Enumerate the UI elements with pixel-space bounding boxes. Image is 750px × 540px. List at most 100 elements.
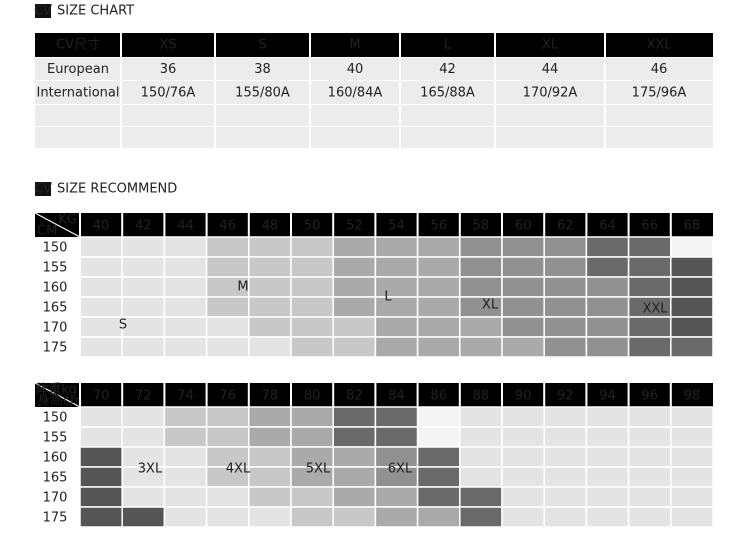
- cell: [585, 466, 630, 488]
- corner-top: 体重kg: [35, 382, 77, 398]
- cell: [543, 276, 588, 298]
- cell: [670, 466, 714, 488]
- cell: [670, 486, 714, 508]
- header-cell: XL: [542, 38, 559, 53]
- header-cell: XS: [159, 38, 176, 53]
- cell: [163, 506, 208, 528]
- cell: [585, 406, 630, 428]
- cell: [670, 296, 714, 318]
- cell: [459, 406, 503, 428]
- cell: [332, 426, 377, 448]
- cell: [374, 316, 419, 338]
- cell: [332, 316, 377, 338]
- header-cell: XXL: [646, 38, 672, 53]
- cell: [416, 506, 461, 528]
- row-bg: [35, 58, 713, 80]
- weight: 60: [515, 219, 532, 234]
- cell: [585, 296, 630, 318]
- cell: [79, 466, 123, 488]
- weight: 62: [557, 219, 574, 234]
- corner-bottom: CM: [37, 224, 57, 239]
- cell: [416, 426, 461, 448]
- cell: [248, 296, 292, 318]
- cell: [332, 466, 377, 488]
- badge-text: CV: [34, 4, 52, 19]
- cell: [670, 276, 714, 298]
- cell: [79, 256, 123, 278]
- cell: [543, 296, 588, 318]
- size-label: XXL: [642, 302, 668, 317]
- cell: [501, 426, 545, 448]
- badge: [35, 182, 51, 196]
- height: 170: [43, 321, 68, 336]
- size-label: S: [119, 318, 127, 333]
- cell: [79, 426, 123, 448]
- height: 175: [43, 341, 68, 356]
- cell: [627, 406, 672, 428]
- section-title: SIZE CHART: [57, 4, 134, 19]
- cell: [543, 256, 588, 278]
- weight: 82: [346, 389, 363, 404]
- badge-text: CV: [34, 182, 52, 197]
- size-label: 6XL: [388, 462, 413, 477]
- cell: [670, 506, 714, 528]
- cell: [670, 426, 714, 448]
- cell: [248, 466, 292, 488]
- height: 175: [43, 511, 68, 526]
- cell: [374, 486, 419, 508]
- weight: 54: [388, 219, 405, 234]
- cell: [416, 336, 461, 358]
- cell: [163, 336, 208, 358]
- cell: [290, 486, 334, 508]
- cell: [332, 296, 377, 318]
- cell: [163, 296, 208, 318]
- cell: [585, 426, 630, 448]
- cell: 160/84A: [328, 86, 383, 101]
- cell: 36: [160, 62, 177, 77]
- header-cell: M: [349, 38, 360, 53]
- cell: [416, 236, 461, 258]
- weight: 68: [684, 219, 701, 234]
- badge: [35, 4, 51, 18]
- cell: [459, 506, 503, 528]
- cell: [374, 276, 419, 298]
- corner-top: KG: [58, 213, 77, 228]
- cell: [543, 316, 588, 338]
- cell: [79, 316, 123, 338]
- weight: 92: [557, 389, 574, 404]
- cell: 150/76A: [141, 86, 196, 101]
- cell: [163, 276, 208, 298]
- cell: [416, 296, 461, 318]
- cell: [627, 466, 672, 488]
- height: 155: [43, 261, 68, 276]
- cell: [121, 276, 166, 298]
- cell: [585, 236, 630, 258]
- height: 160: [43, 281, 68, 296]
- weight: 90: [515, 389, 532, 404]
- height: 165: [43, 301, 68, 316]
- cell: [670, 406, 714, 428]
- weight: 86: [430, 389, 447, 404]
- cell: [332, 236, 377, 258]
- cell: [374, 256, 419, 278]
- cell: [627, 336, 672, 358]
- weight: 94: [599, 389, 616, 404]
- cell: [163, 316, 208, 338]
- height: 165: [43, 471, 68, 486]
- cell: [501, 406, 545, 428]
- cell: [416, 316, 461, 338]
- cell: 42: [439, 62, 456, 77]
- cell: [585, 336, 630, 358]
- cell: [627, 256, 672, 278]
- cell: [374, 296, 419, 318]
- cell: [459, 466, 503, 488]
- cell: [459, 336, 503, 358]
- cell: [501, 446, 545, 468]
- corner-diagonal: [34, 382, 81, 408]
- cell: [248, 506, 292, 528]
- cell: [163, 406, 208, 428]
- size-label: XL: [482, 298, 499, 313]
- cell: [501, 336, 545, 358]
- cell: [290, 506, 334, 528]
- cell: [416, 276, 461, 298]
